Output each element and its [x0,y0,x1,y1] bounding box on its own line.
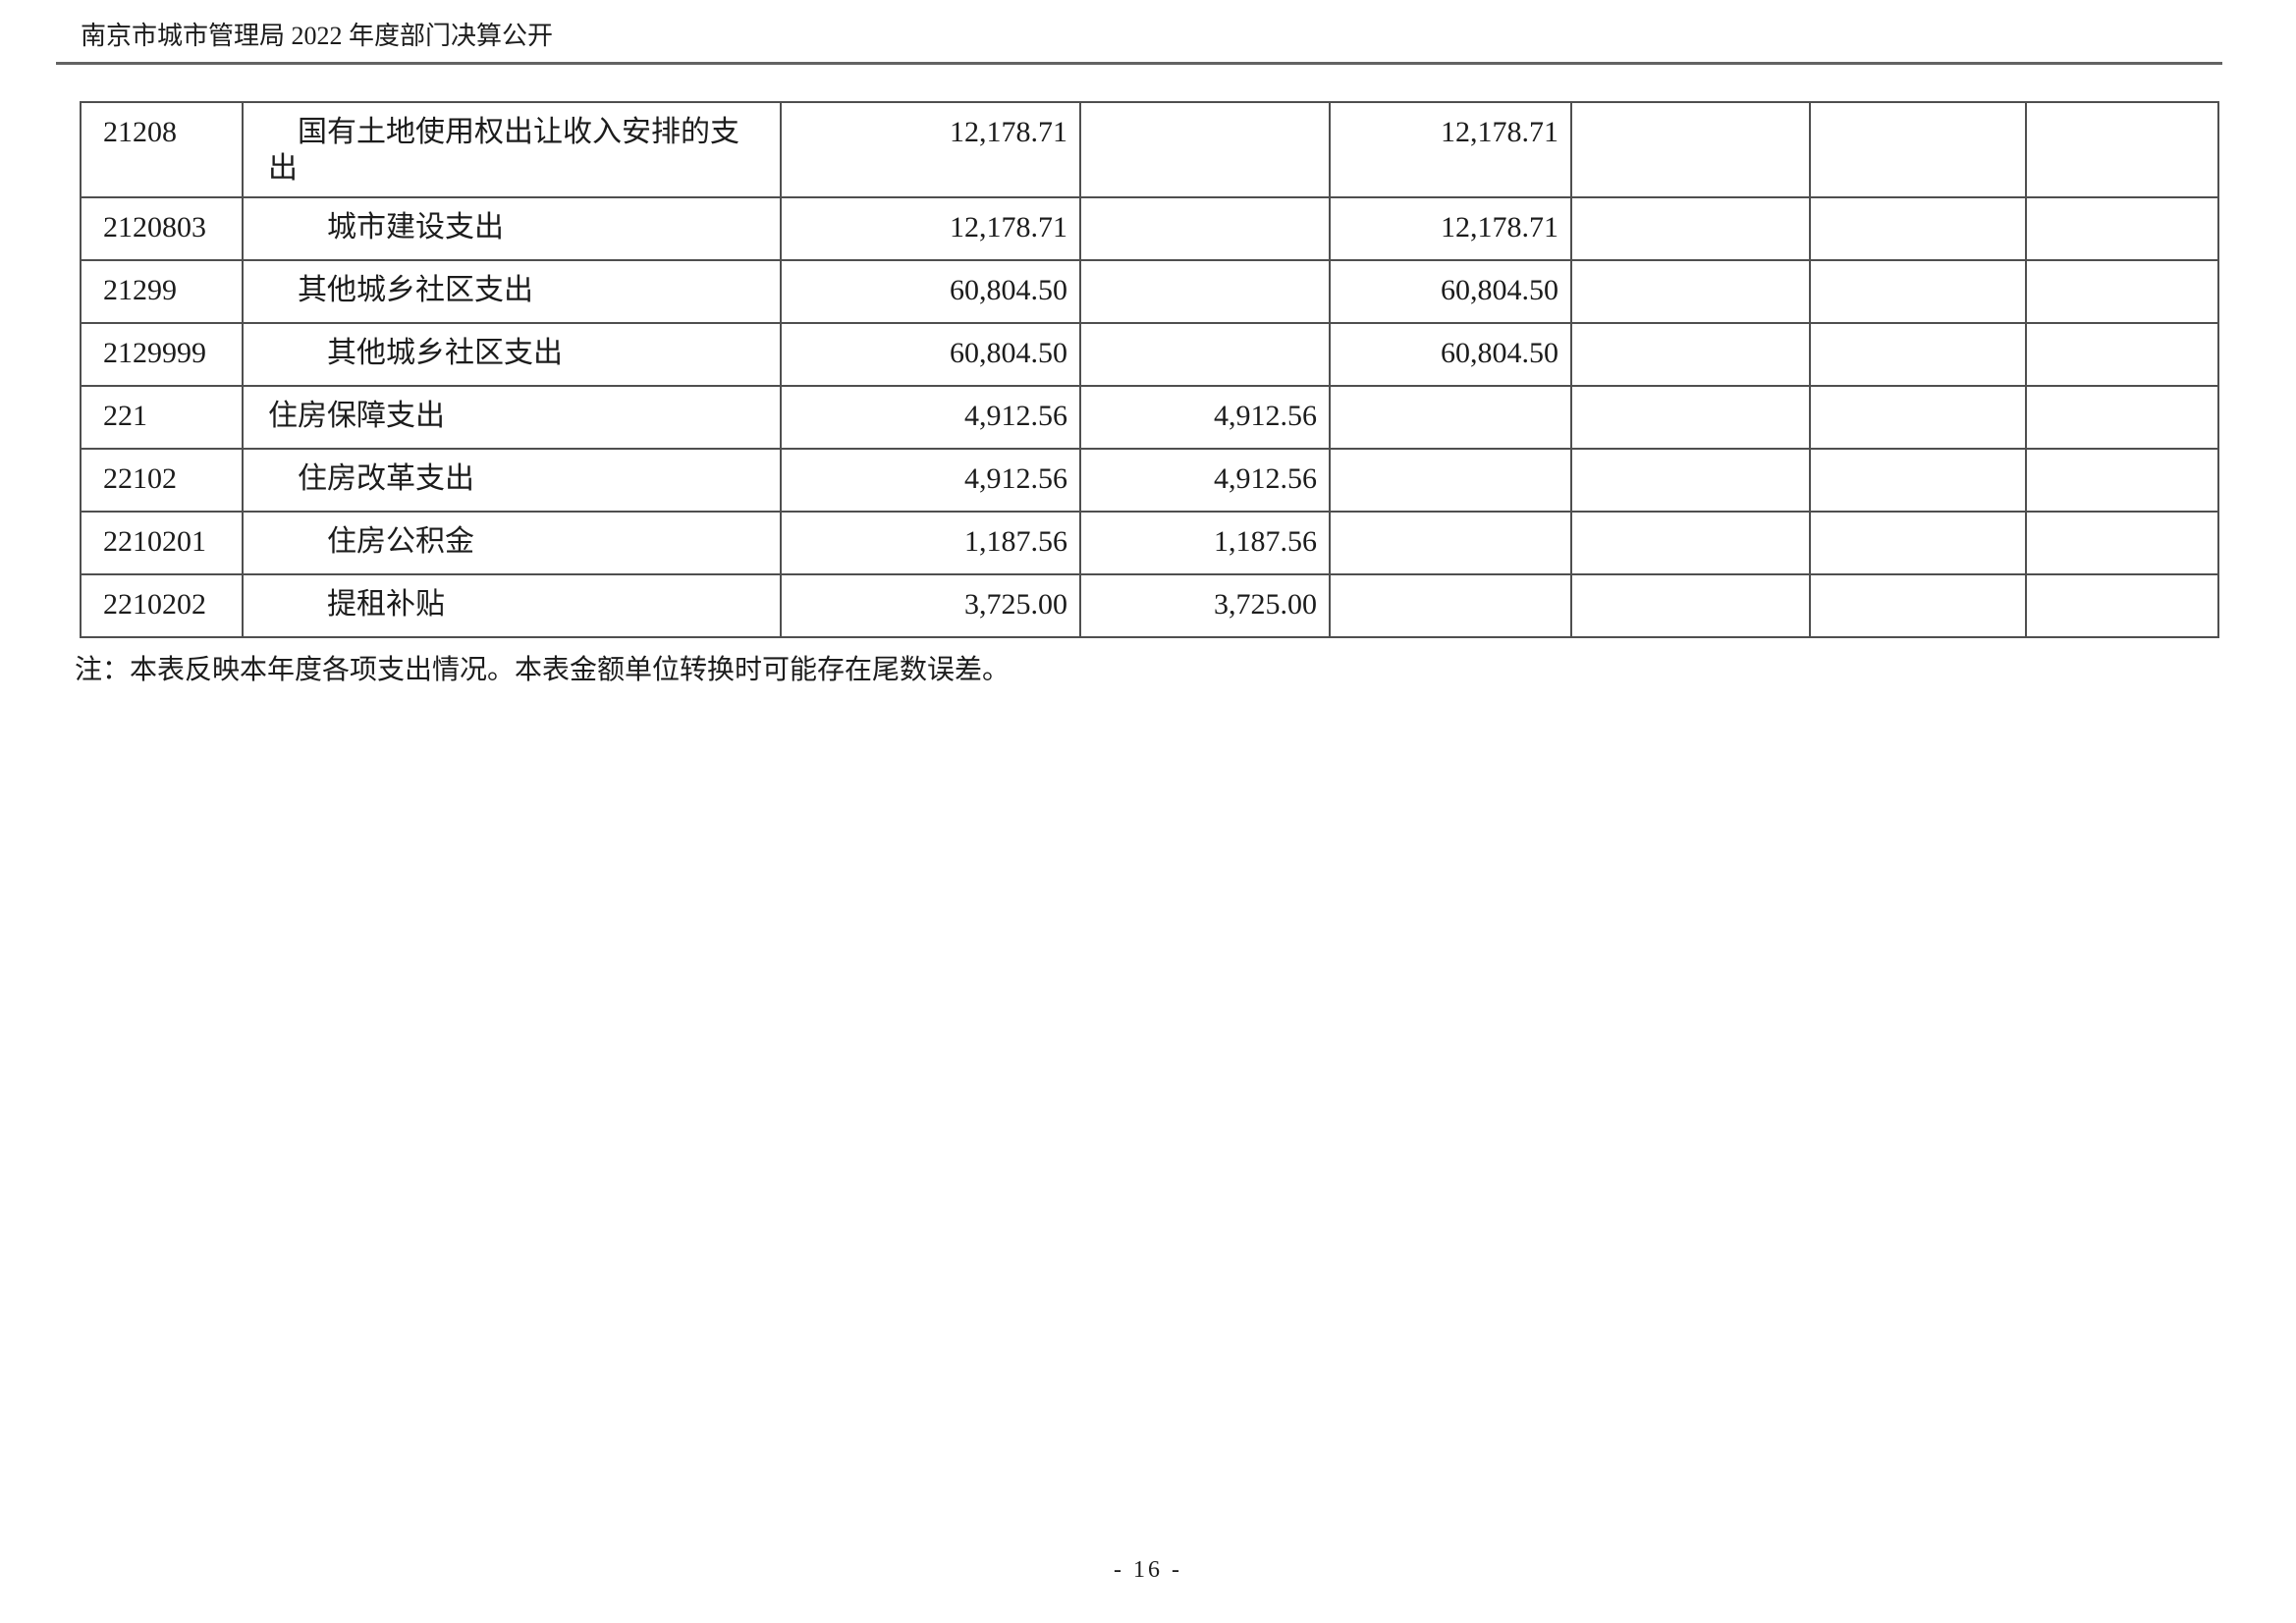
amount-cell [1570,259,1811,324]
amount-cell [1329,385,1572,450]
item-name-cell: 国有土地使用权出让收入安排的支出 [242,101,782,198]
amount-cell [2025,101,2219,198]
item-name-cell: 其他城乡社区支出 [242,322,782,387]
code-cell: 2210202 [80,573,244,638]
table-row: 2210202 提租补贴 3,725.00 3,725.00 [80,573,2219,638]
amount-cell [1809,511,2027,575]
amount-cell [1809,573,2027,638]
page-number: - 16 - [1114,1557,1182,1583]
amount-cell [1079,259,1331,324]
amount-cell [1809,259,2027,324]
code-cell: 21208 [80,101,244,198]
code-cell: 22102 [80,448,244,513]
table-row: 22102 住房改革支出 4,912.56 4,912.56 [80,448,2219,513]
amount-cell [1329,511,1572,575]
table-row: 2210201 住房公积金 1,187.56 1,187.56 [80,511,2219,575]
amount-cell: 3,725.00 [1079,573,1331,638]
item-name-cell: 住房保障支出 [242,385,782,450]
item-name-cell: 城市建设支出 [242,196,782,261]
amount-cell [2025,573,2219,638]
amount-cell [2025,385,2219,450]
amount-cell [1809,322,2027,387]
amount-cell: 4,912.56 [780,385,1081,450]
amount-cell [1570,101,1811,198]
code-cell: 2129999 [80,322,244,387]
amount-cell [1329,573,1572,638]
amount-cell [1809,196,2027,261]
amount-cell: 1,187.56 [780,511,1081,575]
amount-cell: 12,178.71 [780,196,1081,261]
amount-cell [2025,322,2219,387]
amount-cell [1809,101,2027,198]
table-note: 注：本表反映本年度各项支出情况。本表金额单位转换时可能存在尾数误差。 [75,655,1011,685]
amount-cell [1570,196,1811,261]
amount-cell [1570,322,1811,387]
amount-cell: 3,725.00 [780,573,1081,638]
amount-cell: 4,912.56 [780,448,1081,513]
table-row: 2129999 其他城乡社区支出 60,804.50 60,804.50 [80,322,2219,387]
item-name-cell: 住房公积金 [242,511,782,575]
amount-cell: 60,804.50 [1329,259,1572,324]
table-row: 21208 国有土地使用权出让收入安排的支出 12,178.71 12,178.71 [80,101,2219,198]
amount-cell: 12,178.71 [1329,101,1572,198]
amount-cell [2025,448,2219,513]
amount-cell [1570,385,1811,450]
amount-cell: 4,912.56 [1079,448,1331,513]
table-row: 21299 其他城乡社区支出 60,804.50 60,804.50 [80,259,2219,324]
amount-cell [1570,448,1811,513]
expenditure-table-body: 21208 国有土地使用权出让收入安排的支出 12,178.71 12,178.71 2… [80,101,2219,638]
amount-cell [2025,511,2219,575]
amount-cell [1570,511,1811,575]
amount-cell: 1,187.56 [1079,511,1331,575]
amount-cell [1329,448,1572,513]
table-row: 221 住房保障支出 4,912.56 4,912.56 [80,385,2219,450]
amount-cell [1079,101,1331,198]
amount-cell [1809,448,2027,513]
code-cell: 2210201 [80,511,244,575]
code-cell: 221 [80,385,244,450]
code-cell: 2120803 [80,196,244,261]
amount-cell [1079,322,1331,387]
amount-cell: 60,804.50 [780,259,1081,324]
amount-cell: 4,912.56 [1079,385,1331,450]
amount-cell: 12,178.71 [780,101,1081,198]
amount-cell [2025,259,2219,324]
amount-cell [1079,196,1331,261]
code-cell: 21299 [80,259,244,324]
item-name-cell: 住房改革支出 [242,448,782,513]
amount-cell: 60,804.50 [780,322,1081,387]
table-row: 2120803 城市建设支出 12,178.71 12,178.71 [80,196,2219,261]
amount-cell [1570,573,1811,638]
page-title: 南京市城市管理局 2022 年度部门决算公开 [56,22,2222,65]
amount-cell: 60,804.50 [1329,322,1572,387]
item-name-cell: 其他城乡社区支出 [242,259,782,324]
amount-cell: 12,178.71 [1329,196,1572,261]
expenditure-table: 21208 国有土地使用权出让收入安排的支出 12,178.71 12,178.71 2… [80,101,2219,638]
item-name-cell: 提租补贴 [242,573,782,638]
amount-cell [2025,196,2219,261]
amount-cell [1809,385,2027,450]
